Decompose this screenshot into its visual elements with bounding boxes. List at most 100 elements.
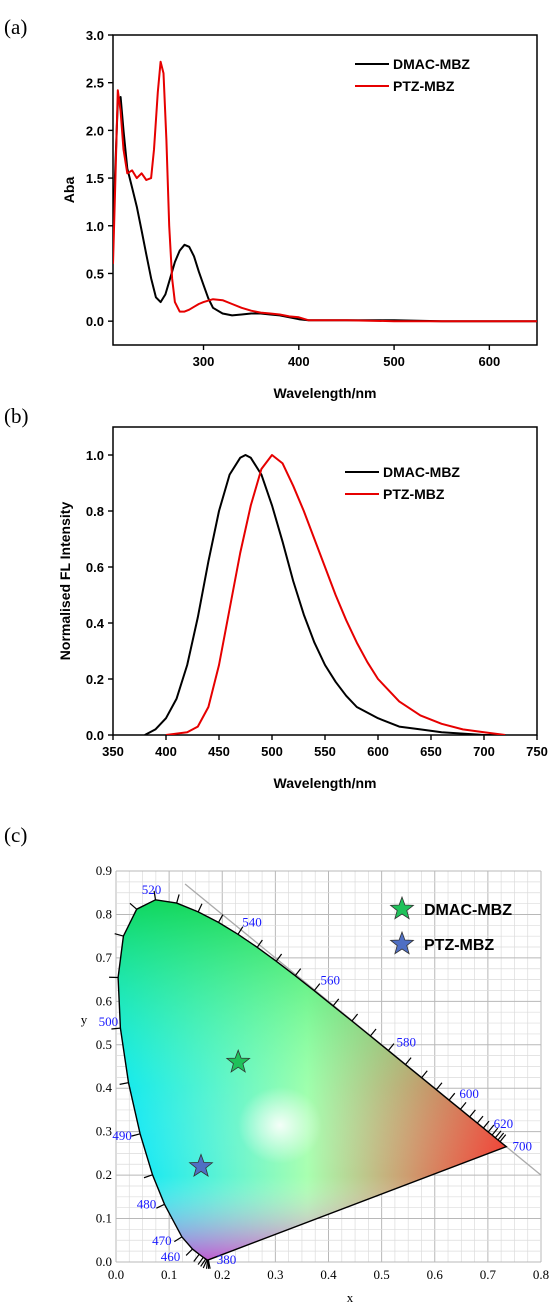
a-series-dmac-mbz — [113, 96, 537, 323]
c-locus-tick-33 — [435, 1082, 443, 1091]
c-legend-marker-ptz-mbz — [389, 930, 415, 955]
a-ytick-label-1: 0.5 — [86, 266, 104, 281]
b-legend-label-dmac-mbz: DMAC-MBZ — [383, 464, 460, 480]
c-locus-tick-4 — [202, 1259, 208, 1269]
panel-a-legend: DMAC-MBZ PTZ-MBZ — [355, 56, 470, 94]
c-wavelength-label-700: 700 — [513, 1139, 533, 1154]
b-ytick-label-5: 1.0 — [86, 448, 104, 463]
panel-b-axes: 350 400 450 500 550 600 650 700 750 0.0 0.2 0.4 0.6 0… — [86, 448, 548, 759]
b-xtick-label-550: 550 — [314, 744, 336, 759]
b-xtick-label-500: 500 — [261, 744, 283, 759]
c-locus-tick-37 — [476, 1115, 484, 1124]
c-locus-tick-6 — [197, 1256, 204, 1265]
c-locus-tick-34 — [448, 1092, 456, 1101]
a-ytick-label-4: 2.0 — [86, 123, 104, 138]
a-ytick-label-5: 2.5 — [86, 76, 104, 91]
a-xtick-label-300: 300 — [193, 354, 215, 369]
c-wavelength-label-560: 560 — [320, 973, 340, 988]
b-xtick-label-600: 600 — [367, 744, 389, 759]
c-ytick-label-8: 0.8 — [96, 906, 112, 921]
panel-c: (c) 0.0 0.1 0.2 0.3 0.4 0.5 0.6 0.7 0.8 0.0 0.1 0.2… — [4, 823, 549, 1305]
b-ytick-label-3: 0.6 — [86, 560, 104, 575]
b-xtick-label-750: 750 — [526, 744, 548, 759]
c-ytick-label-3: 0.3 — [96, 1124, 112, 1139]
c-xtick-label-4: 0.4 — [320, 1267, 337, 1282]
c-ytick-label-1: 0.1 — [96, 1211, 112, 1226]
c-wavelength-label-490: 490 — [112, 1128, 132, 1143]
c-xtick-label-5: 0.5 — [374, 1267, 390, 1282]
c-wavelength-label-480: 480 — [137, 1196, 157, 1211]
b-ytick-label-1: 0.2 — [86, 672, 104, 687]
panel-c-legend: DMAC-MBZ PTZ-MBZ — [389, 895, 512, 955]
a-series-ptz-mbz — [113, 60, 537, 323]
panel-a-ylabel: Aba — [61, 177, 77, 204]
c-ytick-label-4: 0.4 — [96, 1080, 113, 1095]
c-ytick-label-2: 0.2 — [96, 1167, 112, 1182]
b-ytick-label-0: 0.0 — [86, 728, 104, 743]
panel-c-axes: 0.0 0.1 0.2 0.3 0.4 0.5 0.6 0.7 0.8 0.0 0.1 0.2 0.3 0… — [96, 863, 549, 1282]
c-ytick-label-0: 0.0 — [96, 1254, 112, 1269]
c-ytick-label-5: 0.5 — [96, 1037, 112, 1052]
c-locus-tick-42 — [497, 1132, 505, 1141]
c-locus-tick-12 — [131, 1133, 141, 1137]
c-locus-tick-11 — [143, 1174, 153, 1179]
c-locus-tick-24 — [275, 953, 283, 962]
b-xtick-label-350: 350 — [102, 744, 124, 759]
c-wavelength-label-500: 500 — [99, 1014, 119, 1029]
a-xtick-label-600: 600 — [479, 354, 501, 369]
panel-b-curves — [144, 454, 506, 735]
c-locus-tick-28 — [351, 1013, 359, 1022]
c-locus-tick-17 — [129, 902, 138, 910]
c-locus-tick-27 — [332, 998, 340, 1007]
c-locus-tick-38 — [482, 1120, 490, 1129]
a-ytick-label-0: 0.0 — [86, 314, 104, 329]
c-locus-tick-41 — [494, 1130, 502, 1139]
c-wavelength-label-460: 460 — [161, 1249, 181, 1264]
b-xtick-label-650: 650 — [420, 744, 442, 759]
b-legend-label-ptz-mbz: PTZ-MBZ — [383, 486, 445, 502]
c-point-dmac-mbz — [225, 1049, 251, 1073]
b-series-dmac-mbz — [144, 454, 506, 735]
panel-b-frame — [112, 426, 538, 736]
panel-a: (a) 300 400 500 600 0.0 0.5 1.0 1.5 2.0 2.5 3.0 DM… — [4, 15, 538, 401]
c-ytick-label-9: 0.9 — [96, 863, 112, 878]
a-legend-label-dmac-mbz: DMAC-MBZ — [393, 56, 470, 72]
c-locus-tick-10 — [156, 1203, 165, 1209]
panel-b-label: (b) — [4, 404, 29, 428]
a-ytick-label-3: 1.5 — [86, 171, 104, 186]
c-locus-tick-39 — [487, 1124, 495, 1133]
c-wavelength-label-540: 540 — [242, 914, 262, 929]
panel-a-axes: 300 400 500 600 0.0 0.5 1.0 1.5 2.0 2.5 3.0 — [86, 28, 500, 369]
c-xtick-label-8: 0.8 — [533, 1267, 549, 1282]
c-locus-tick-22 — [237, 926, 244, 935]
c-ytick-label-6: 0.6 — [96, 993, 113, 1008]
c-xtick-label-3: 0.3 — [267, 1267, 283, 1282]
b-ytick-label-4: 0.8 — [86, 504, 104, 519]
c-locus-tick-3 — [205, 1259, 209, 1269]
c-xtick-label-1: 0.1 — [161, 1267, 177, 1282]
c-locus-tick-19 — [176, 894, 180, 904]
panel-c-label: (c) — [4, 823, 27, 847]
panel-a-xlabel: Wavelength/nm — [274, 385, 377, 401]
a-xtick-label-500: 500 — [383, 354, 405, 369]
c-locus-tick-21 — [217, 914, 224, 923]
panel-c-locus-ticks — [109, 890, 507, 1269]
a-xtick-label-400: 400 — [288, 354, 310, 369]
c-legend-label-ptz-mbz: PTZ-MBZ — [424, 937, 494, 954]
c-wavelength-label-470: 470 — [152, 1233, 172, 1248]
b-xtick-label-700: 700 — [473, 744, 495, 759]
a-ytick-label-6: 3.0 — [86, 28, 104, 43]
panel-b: (b) 350 400 450 500 550 600 650 700 750 0.0 0.2 0.4… — [4, 404, 548, 791]
c-locus-tick-26 — [313, 983, 321, 992]
a-legend-label-ptz-mbz: PTZ-MBZ — [393, 78, 455, 94]
panel-a-curves — [113, 60, 537, 323]
c-legend-marker-dmac-mbz — [389, 895, 415, 920]
c-locus-tick-9 — [173, 1236, 183, 1243]
c-locus-tick-35 — [459, 1101, 467, 1110]
c-wavelength-label-380: 380 — [217, 1252, 237, 1267]
panel-c-xlabel: x — [347, 1290, 354, 1305]
c-locus-tick-32 — [421, 1070, 428, 1079]
c-locus-tick-8 — [185, 1248, 193, 1256]
